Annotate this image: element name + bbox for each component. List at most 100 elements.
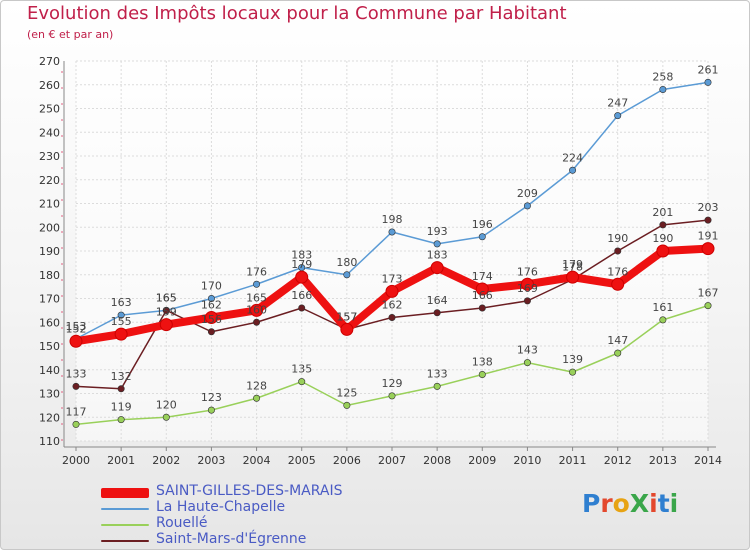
proxiti-logo: ProXiti [582,489,678,518]
data-label: 157 [336,310,357,323]
x-tick-label: 2000 [62,454,90,467]
data-point [520,277,534,291]
data-point [704,78,712,86]
data-point [159,318,173,332]
data-point [250,303,264,317]
y-tick-label: 180 [39,269,60,282]
data-label: 138 [472,356,493,369]
x-tick-label: 2004 [243,454,271,467]
data-label: 125 [336,386,357,399]
data-point [343,401,351,409]
data-label: 128 [246,379,267,392]
logo-letter: i [649,489,658,518]
x-tick-label: 2003 [197,454,225,467]
data-point [388,392,396,400]
data-label: 156 [201,313,222,326]
x-tick-label: 2013 [649,454,677,467]
data-point [701,242,715,256]
data-point [523,297,531,305]
data-label: 120 [156,398,177,411]
data-point [659,86,667,94]
y-tick-label: 230 [39,150,60,163]
data-point [433,382,441,390]
legend-swatch [101,524,149,526]
legend-label: La Haute-Chapelle [156,499,286,515]
y-tick-label: 150 [39,340,60,353]
data-label: 190 [652,232,673,245]
logo-letter: o [612,489,630,518]
data-point [433,309,441,317]
data-point [298,378,306,386]
data-label: 133 [66,367,87,380]
data-label: 261 [698,63,719,76]
legend-label: Saint-Mars-d'Égrenne [156,531,307,547]
data-label: 165 [156,291,177,304]
logo-letter: P [582,489,601,518]
data-label: 135 [291,363,312,376]
legend-swatch [101,488,149,498]
logo-letter: X [629,489,650,518]
data-label: 139 [562,353,583,366]
y-tick-label: 200 [39,221,60,234]
data-label: 160 [246,303,267,316]
logo-letter: i [669,489,679,518]
data-label: 143 [517,344,538,357]
data-point [569,166,577,174]
data-point [614,247,622,255]
data-label: 161 [652,301,673,314]
data-label: 170 [201,280,222,293]
data-point [162,413,170,421]
data-label: 166 [291,289,312,302]
data-point [523,202,531,210]
data-label: 196 [472,218,493,231]
data-label: 129 [382,377,403,390]
data-label: 258 [652,71,673,84]
data-point [204,311,218,324]
data-point [385,284,399,298]
data-label: 174 [472,270,493,283]
data-point [253,280,261,288]
data-label: 169 [517,282,538,295]
data-label: 247 [607,97,628,110]
data-label: 165 [156,291,177,304]
data-point [475,282,489,296]
y-tick-label: 170 [39,293,60,306]
data-point [72,420,80,428]
data-point [388,228,396,236]
y-tick-label: 110 [39,435,60,448]
data-label: 224 [562,151,583,164]
data-point [478,304,486,312]
data-point [523,359,531,367]
y-tick-label: 220 [39,174,60,187]
y-tick-label: 210 [39,198,60,211]
data-point [659,221,667,229]
data-label: 190 [607,232,628,245]
data-label: 133 [427,367,448,380]
legend-swatch [101,540,149,542]
legend-label: SAINT-GILLES-DES-MARAIS [156,483,343,499]
y-tick-label: 250 [39,103,60,116]
y-tick-label: 120 [39,411,60,424]
data-label: 159 [156,306,177,319]
data-label: 198 [382,213,403,226]
x-tick-label: 2005 [288,454,316,467]
data-point [656,244,670,258]
data-label: 183 [427,249,448,262]
data-label: 152 [66,322,87,335]
data-label: 153 [66,320,87,333]
data-point [69,334,83,348]
data-label: 201 [652,206,673,219]
data-point [253,318,261,326]
logo-letter: t [657,489,670,518]
data-point [704,302,712,310]
x-tick-label: 2007 [378,454,406,467]
y-tick-label: 270 [39,55,60,68]
data-point [704,216,712,224]
data-label: 176 [517,265,538,278]
x-tick-label: 2006 [333,454,361,467]
x-tick-label: 2012 [604,454,632,467]
chart-title: Evolution des Impôts locaux pour la Comm… [27,3,567,24]
data-point [478,370,486,378]
